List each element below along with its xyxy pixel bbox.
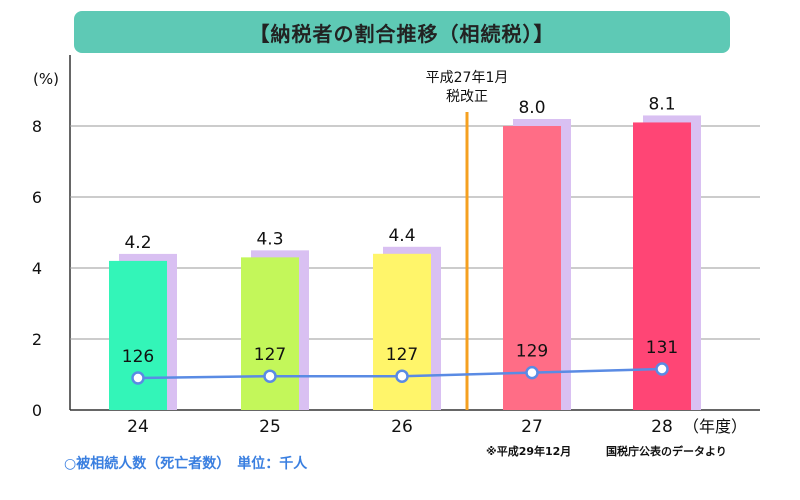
line-series-point <box>525 365 539 380</box>
line-value-label: 127 <box>254 345 286 365</box>
bar <box>373 253 431 410</box>
footnote-date: ※平成29年12月 <box>486 445 572 458</box>
line-value-label: 129 <box>516 342 548 362</box>
legend-line-series: ○被相続人数（死亡者数） 単位：千人 <box>64 456 308 472</box>
line-series-point <box>131 371 145 385</box>
bar <box>241 257 299 410</box>
line-value-label: 126 <box>122 347 154 367</box>
x-tick-label: 27 <box>521 417 543 437</box>
line-series-point <box>263 369 277 383</box>
line-series-point <box>395 369 409 383</box>
x-tick-label: 25 <box>259 417 281 437</box>
bar-value-label: 8.0 <box>518 98 545 118</box>
bar-value-label: 4.3 <box>256 229 283 249</box>
x-tick-label: 24 <box>127 417 149 437</box>
y-axis-unit-label: (%) <box>33 70 59 88</box>
bar <box>109 260 167 410</box>
y-tick-label: 0 <box>32 401 42 420</box>
annotation-label-line2: 税改正 <box>446 89 488 105</box>
x-tick-label: 26 <box>391 417 413 437</box>
chart-title: 【納税者の割合推移（相続税）】 <box>74 11 730 53</box>
source-note: 国税庁公表のデータより <box>606 445 727 458</box>
x-tick-label: 28 <box>651 417 673 437</box>
line-series-point <box>655 362 669 376</box>
bar <box>503 126 561 410</box>
bar-value-label: 4.4 <box>388 226 415 246</box>
bar-value-label: 4.2 <box>124 233 151 253</box>
bar-value-label: 8.1 <box>648 94 675 114</box>
y-tick-label: 8 <box>32 117 42 136</box>
bar <box>633 122 691 410</box>
x-axis-unit-label: （年度） <box>683 417 747 436</box>
y-tick-label: 2 <box>32 330 42 349</box>
y-tick-label: 4 <box>32 259 42 278</box>
annotation-label-line1: 平成27年1月 <box>426 70 509 86</box>
line-value-label: 127 <box>386 345 418 365</box>
line-value-label: 131 <box>646 338 678 358</box>
y-tick-label: 6 <box>32 188 42 207</box>
